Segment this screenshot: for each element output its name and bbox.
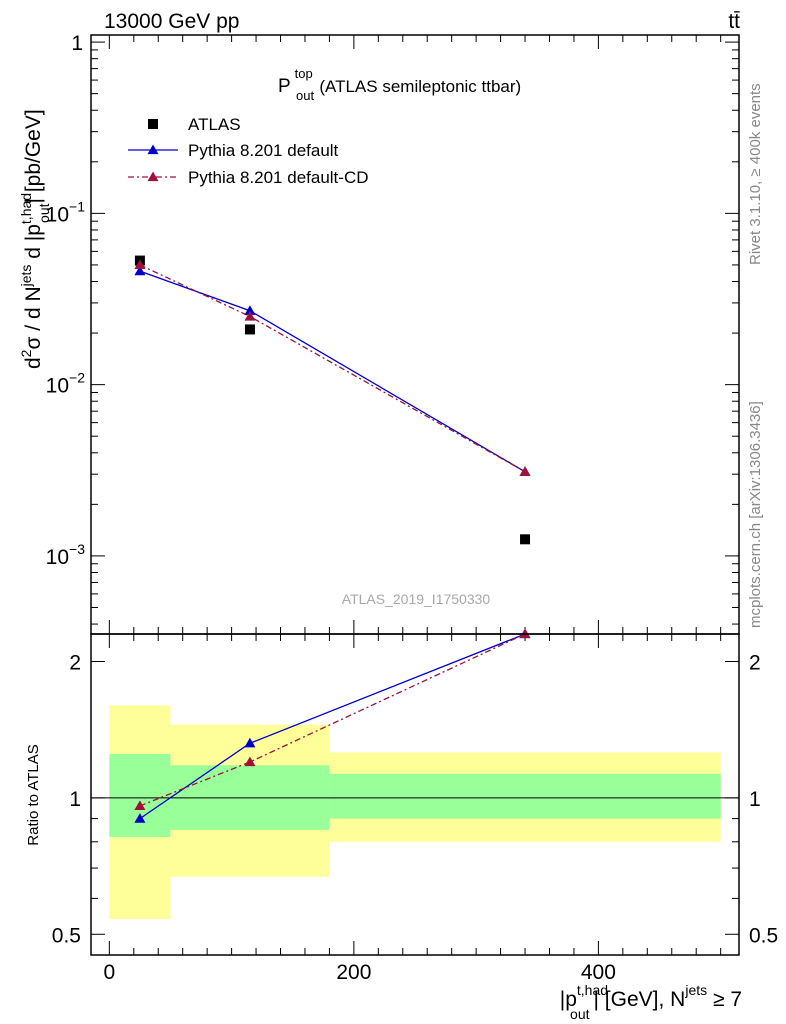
ratio-band-inner-2 [329, 773, 721, 819]
main-y-tick-label: 10−1 [46, 198, 86, 226]
main-point-2 [244, 310, 256, 321]
ratio-y-tick-label-right: 0.5 [749, 924, 778, 947]
ratio-x-axis-label: |pt,had out| [GeV], Njets ≥ 7 [560, 982, 742, 1022]
ratio-x-tick-label: 400 [581, 961, 616, 984]
main-point-atlas [520, 534, 531, 545]
chart-title: P top out (ATLAS semileptonic ttbar) [278, 62, 521, 105]
rivet-label: Rivet 3.1.10, ≥ 400k events [747, 83, 764, 265]
main-point-atlas [244, 324, 255, 335]
legend-marker-1 [147, 144, 159, 155]
main-point-1 [244, 305, 256, 315]
ratio-y-tick-label: 2 [69, 651, 81, 674]
title-sub: out [296, 88, 314, 103]
mcplots-label: mcplots.cern.ch [arXiv:1306.3436] [747, 401, 764, 628]
process-label: tt̄ [728, 10, 740, 33]
ratio-point-1 [244, 756, 256, 767]
ratio-point-0 [244, 737, 256, 748]
ratio-y-tick-label: 1 [69, 788, 81, 811]
ratio-y-tick-label-right: 1 [749, 788, 761, 811]
main-point-2 [519, 466, 531, 476]
main-y-tick-label: 10−2 [46, 370, 86, 398]
legend-marker-atlas [148, 119, 158, 129]
legend-label-2: Pythia 8.201 default-CD [188, 168, 369, 187]
title-base: P [278, 76, 290, 97]
ratio-panel-frame [90, 633, 740, 956]
ratio-y-axis-label: Ratio to ATLAS [25, 744, 42, 845]
title-rest: (ATLAS semileptonic ttbar) [319, 77, 521, 96]
legend-label-1: Pythia 8.201 default [188, 141, 339, 160]
ratio-y-tick-label-right: 2 [749, 651, 761, 674]
energy-label: 13000 GeV pp [104, 10, 239, 33]
main-y-axis-label: d2σ / d Njets d |pt,had out| [pb/GeV] [18, 109, 52, 369]
legend-marker-2 [147, 171, 159, 182]
ratio-x-tick-label: 200 [336, 961, 371, 984]
legend-label-0: ATLAS [188, 115, 241, 134]
main-y-tick-label: 1 [71, 32, 83, 55]
main-point-2 [134, 259, 146, 270]
main-series-line-2 [139, 264, 526, 473]
ratio-y-tick-label: 0.5 [52, 924, 81, 947]
ratio-x-tick-label: 0 [103, 961, 115, 984]
title-sup: top [295, 66, 313, 81]
main-y-tick-label: 10−3 [46, 541, 86, 569]
watermark: ATLAS_2019_I1750330 [342, 591, 491, 607]
main-series-line-1 [139, 270, 526, 473]
ratio-point-0 [134, 813, 146, 823]
ratio-point-1 [134, 800, 146, 811]
legend: ATLAS Pythia 8.201 default Pythia 8.201 de… [128, 115, 369, 187]
ratio-band-inner-0 [109, 753, 171, 837]
main-point-1 [134, 265, 146, 276]
